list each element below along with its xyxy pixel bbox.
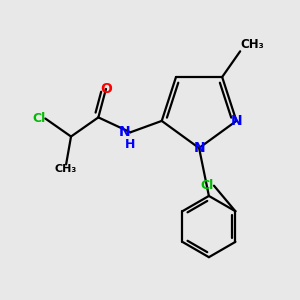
Text: CH₃: CH₃	[55, 164, 77, 174]
Text: N: N	[193, 141, 205, 155]
Text: Cl: Cl	[201, 179, 214, 192]
Text: N: N	[231, 114, 242, 128]
Text: CH₃: CH₃	[240, 38, 264, 51]
Text: O: O	[100, 82, 112, 96]
Text: H: H	[124, 138, 135, 152]
Text: N: N	[119, 125, 130, 139]
Text: Cl: Cl	[32, 112, 45, 125]
